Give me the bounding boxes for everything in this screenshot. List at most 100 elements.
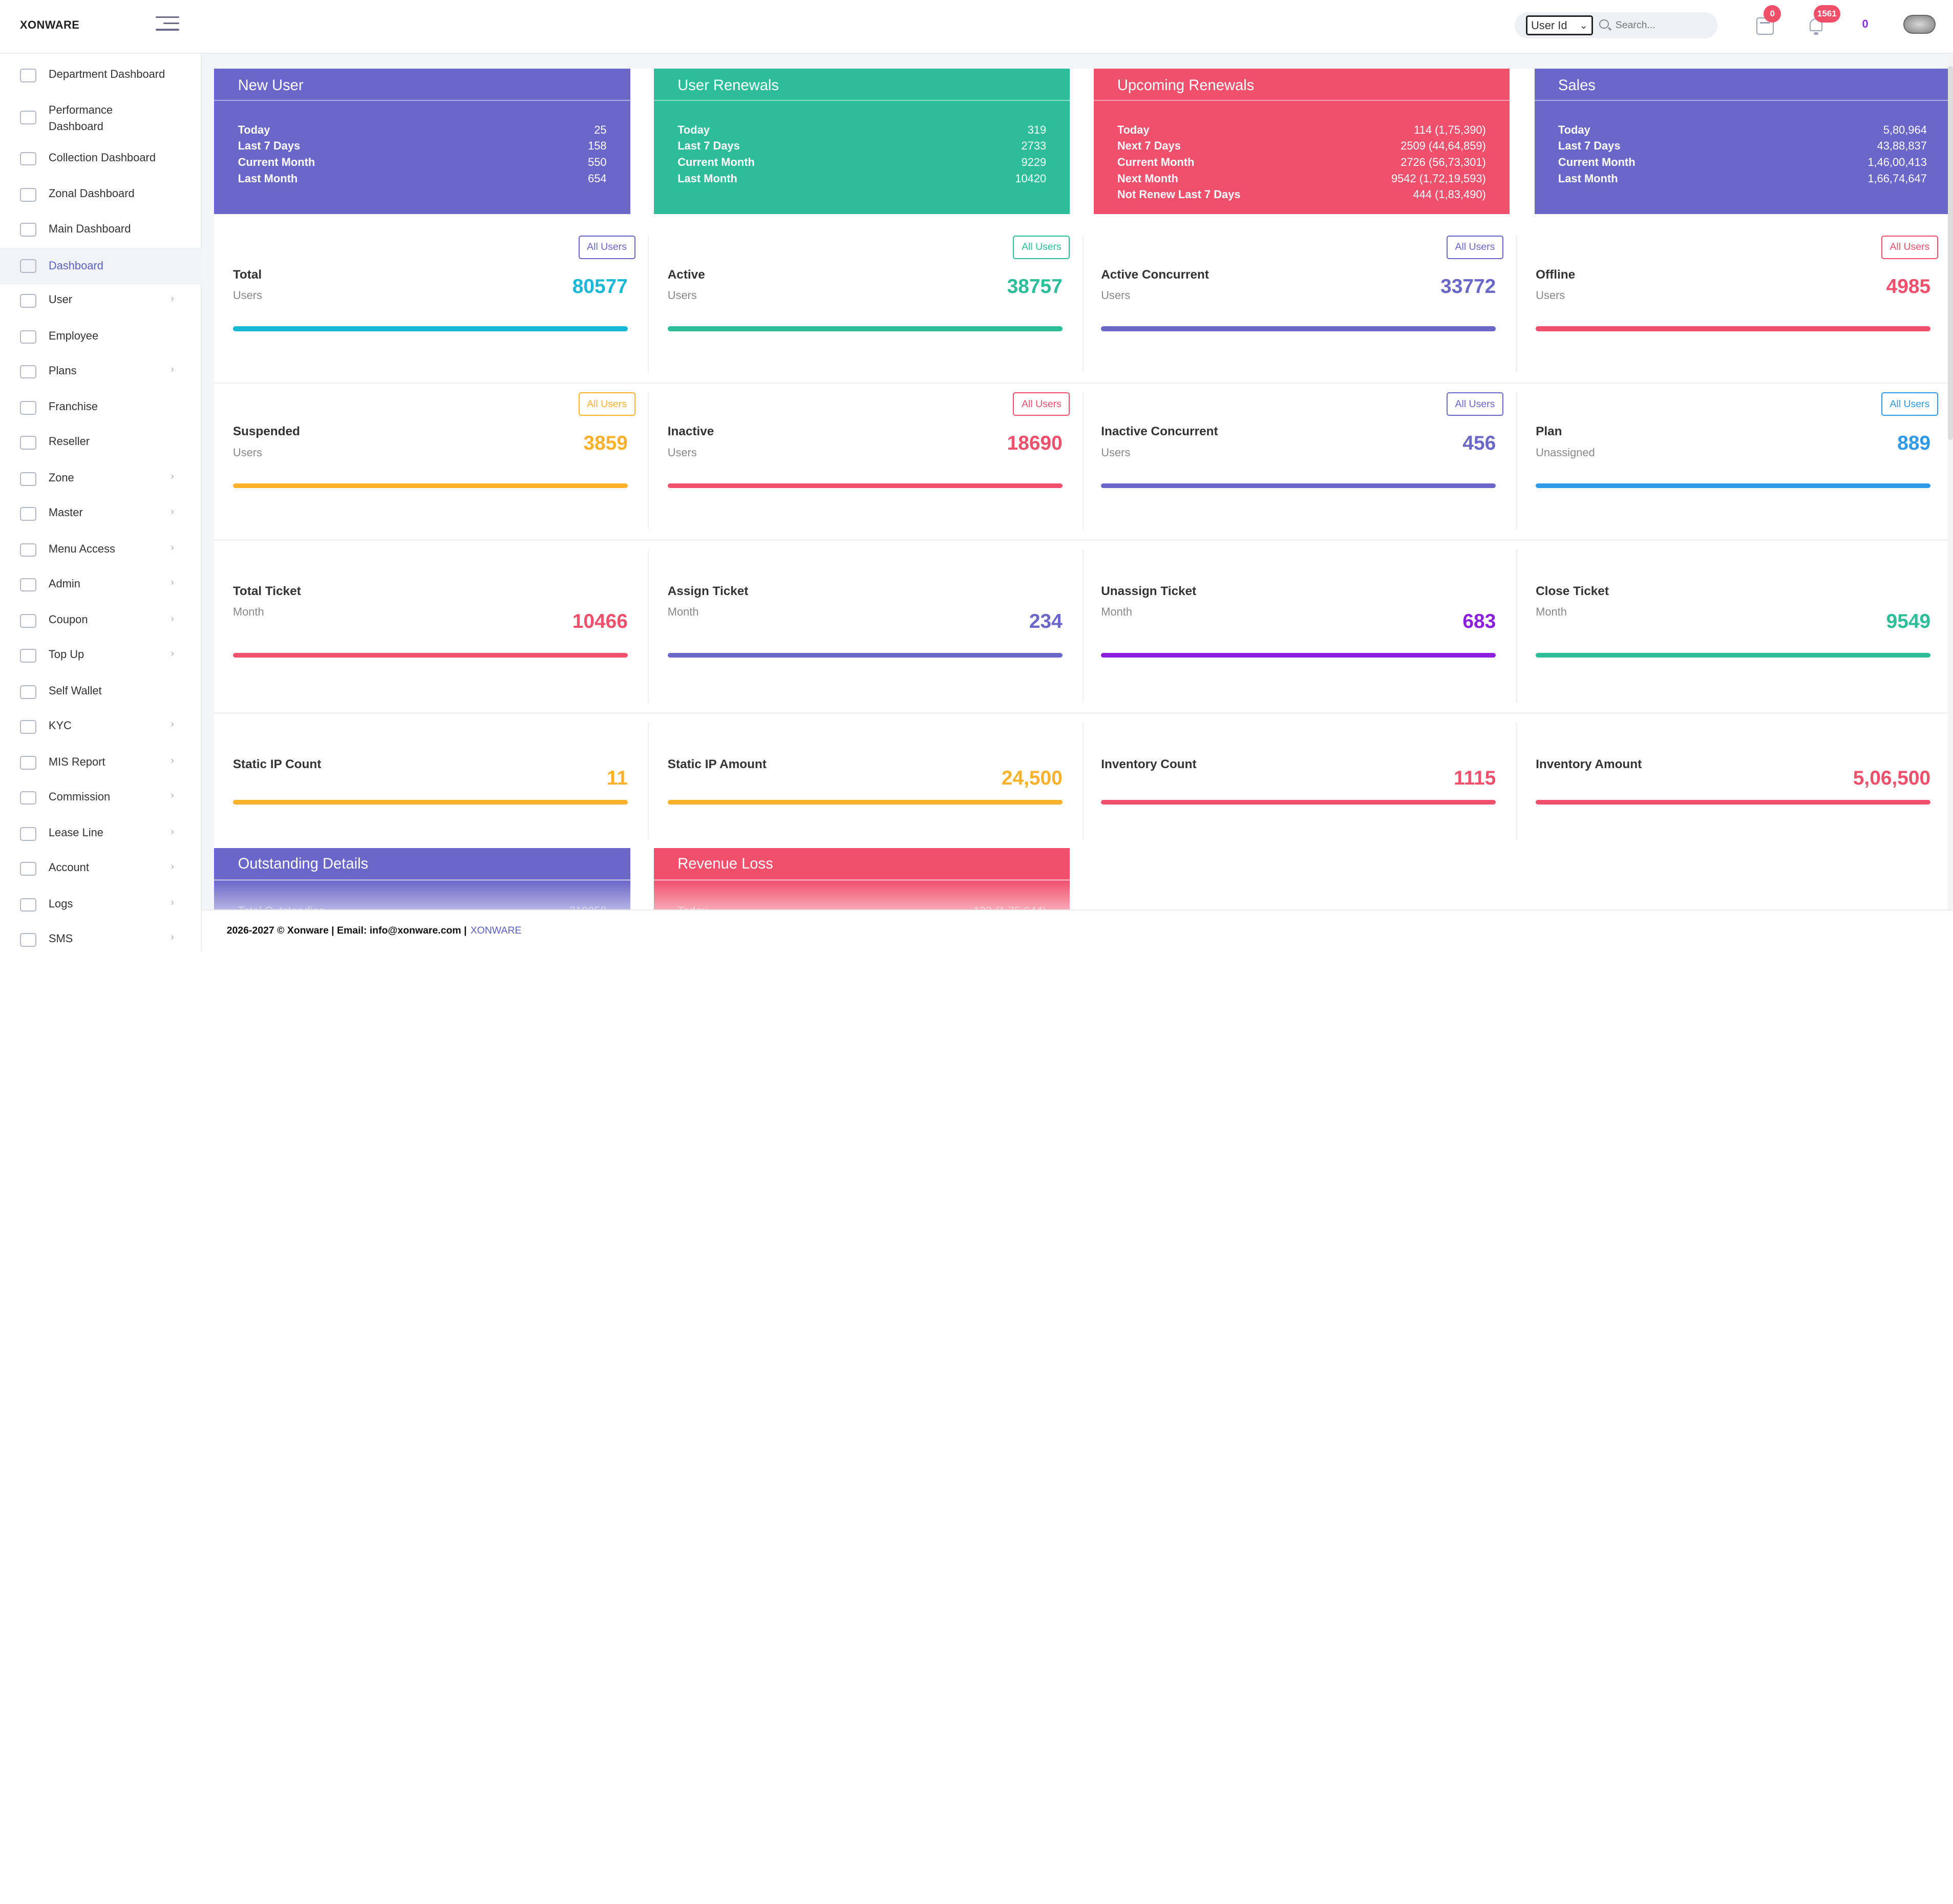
card-row: Last Month 654 [238, 172, 607, 185]
sidebar-item-mis-report[interactable]: MIS Report › [0, 752, 202, 772]
calendar-badge: 0 [1764, 5, 1781, 23]
card-row: Today 319 [677, 123, 1046, 137]
sidebar-item-label: Top Up [48, 648, 84, 661]
sidebar-item-top-up[interactable]: Top Up › [0, 645, 202, 665]
chevron-right-icon: › [171, 932, 174, 943]
stat-progress-bar [232, 483, 628, 489]
stat-title: Suspended [232, 425, 300, 439]
footer: 2026-2027 © Xonware | Email: info@xonwar… [202, 909, 1953, 952]
stat-value: 18690 [1007, 432, 1063, 454]
sidebar-item-master[interactable]: Master › [0, 503, 202, 523]
sidebar-item-admin[interactable]: Admin › [0, 574, 202, 594]
all-users-button[interactable]: All Users [1881, 235, 1938, 259]
chevron-right-icon: › [171, 542, 174, 554]
column-divider [1082, 392, 1084, 530]
wallet-balance[interactable]: 0 [1862, 17, 1869, 31]
all-users-button[interactable]: All Users [1881, 392, 1938, 416]
sidebar-item-label: Master [48, 506, 83, 519]
stat-title: Plan [1536, 425, 1562, 439]
card-row: Last 7 Days 43,88,837 [1558, 139, 1927, 153]
stat-card-total-ticket: Total Ticket Month 10466 [214, 539, 647, 712]
topup-icon [19, 649, 36, 663]
stat-progress-bar [1536, 652, 1931, 658]
sidebar-item-department-dashboard[interactable]: Department Dashboard [0, 65, 202, 84]
stat-progress-bar [667, 326, 1063, 331]
stat-card-unassign-ticket: Unassign Ticket Month 683 [1082, 539, 1516, 712]
chevron-down-icon: ⌄ [1579, 19, 1588, 31]
stat-title: Inactive [667, 425, 714, 439]
sidebar-item-self-wallet[interactable]: Self Wallet [0, 682, 202, 702]
sidebar-item-plans[interactable]: Plans › [0, 361, 202, 381]
all-users-button[interactable]: All Users [578, 392, 635, 416]
stat-progress-bar [1101, 326, 1496, 331]
menu-toggle-icon[interactable] [156, 16, 180, 34]
column-divider [1516, 722, 1517, 840]
sidebar-item-collection-dashboard[interactable]: Collection Dashboard [0, 148, 202, 168]
row-divider [214, 382, 1951, 384]
card-row-value: 43,88,837 [1877, 139, 1927, 153]
sidebar-item-zone[interactable]: Zone › [0, 469, 202, 489]
chevron-right-icon: › [171, 505, 174, 517]
sidebar-item-dashboard[interactable]: Dashboard [0, 248, 202, 284]
sidebar-item-label: Account [48, 861, 89, 874]
sidebar-item-coupon[interactable]: Coupon › [0, 610, 202, 630]
all-users-button[interactable]: All Users [1446, 235, 1503, 259]
all-users-button[interactable]: All Users [1446, 392, 1503, 416]
sidebar-item-main-dashboard[interactable]: Main Dashboard [0, 219, 202, 239]
stat-value: 33772 [1440, 275, 1496, 298]
chevron-right-icon: › [171, 612, 174, 624]
stat-progress-bar [1536, 799, 1931, 805]
card-row-label: Last 7 Days [677, 139, 740, 153]
card-row-value: 1,66,74,647 [1867, 172, 1927, 185]
sidebar-item-commission[interactable]: Commission › [0, 787, 202, 807]
card-row-label: Today [238, 123, 270, 136]
column-divider [647, 235, 649, 373]
footer-link[interactable]: XONWARE [470, 925, 522, 937]
card-row-value: 5,80,964 [1883, 123, 1927, 136]
search-input[interactable]: Search... [1615, 19, 1655, 31]
all-users-button[interactable]: All Users [578, 235, 635, 259]
card-row: Not Renew Last 7 Days 444 (1,83,490) [1117, 188, 1486, 201]
stat-subtitle: Month [1101, 605, 1133, 619]
sidebar-item-lease-line[interactable]: Lease Line › [0, 823, 202, 843]
sidebar-item-label: Admin [48, 577, 80, 590]
card-row-label: Current Month [1558, 156, 1636, 169]
search-bar: User Id ⌄ Search... [1514, 12, 1718, 39]
sidebar-item-franchise[interactable]: Franchise [0, 397, 202, 417]
sidebar-item-account[interactable]: Account › [0, 858, 202, 878]
stat-card-offline: All Users Offline Users 4985 [1517, 225, 1950, 382]
all-users-button[interactable]: All Users [1013, 392, 1070, 416]
sidebar-item-kyc[interactable]: KYC › [0, 716, 202, 736]
pie-chart-icon [19, 365, 36, 379]
stat-subtitle: Month [1536, 605, 1567, 619]
search-type-select[interactable]: User Id ⌄ [1525, 15, 1594, 36]
sidebar-item-performance-dashboard[interactable]: Performance Dashboard [0, 101, 202, 138]
globe-icon [19, 472, 36, 486]
sidebar-item-user[interactable]: User › [0, 290, 202, 310]
sidebar-item-label: KYC [48, 719, 72, 732]
sidebar-item-sms[interactable]: SMS › [0, 929, 202, 949]
card-divider [653, 879, 1070, 881]
stat-title: Inventory Count [1101, 757, 1197, 771]
card-row: Current Month 9229 [677, 156, 1046, 169]
sidebar-item-menu-access[interactable]: Menu Access › [0, 539, 202, 559]
stat-card-plan: All Users Plan Unassigned 889 [1517, 383, 1950, 539]
stat-subtitle: Users [667, 289, 697, 302]
card-divider [214, 99, 630, 101]
all-users-button[interactable]: All Users [1013, 235, 1070, 259]
scrollbar-thumb[interactable] [1948, 66, 1953, 440]
stat-progress-bar [1101, 483, 1496, 489]
sidebar-item-employee[interactable]: Employee [0, 326, 202, 346]
sidebar-item-logs[interactable]: Logs › [0, 894, 202, 914]
card-row: Today 5,80,964 [1558, 123, 1927, 137]
chevron-right-icon: › [171, 718, 174, 730]
card-row-label: Current Month [238, 156, 315, 169]
scrollbar[interactable] [1948, 53, 1953, 909]
brand-logo[interactable]: XONWARE [19, 18, 80, 32]
sidebar-item-reseller[interactable]: Reseller [0, 432, 202, 452]
avatar[interactable] [1903, 15, 1936, 34]
chevron-right-icon: › [171, 471, 174, 482]
card-row-label: Next Month [1117, 172, 1178, 185]
sidebar-item-zonal-dashboard[interactable]: Zonal Dashboard [0, 184, 202, 204]
sidebar-item-label: Plans [48, 364, 77, 377]
